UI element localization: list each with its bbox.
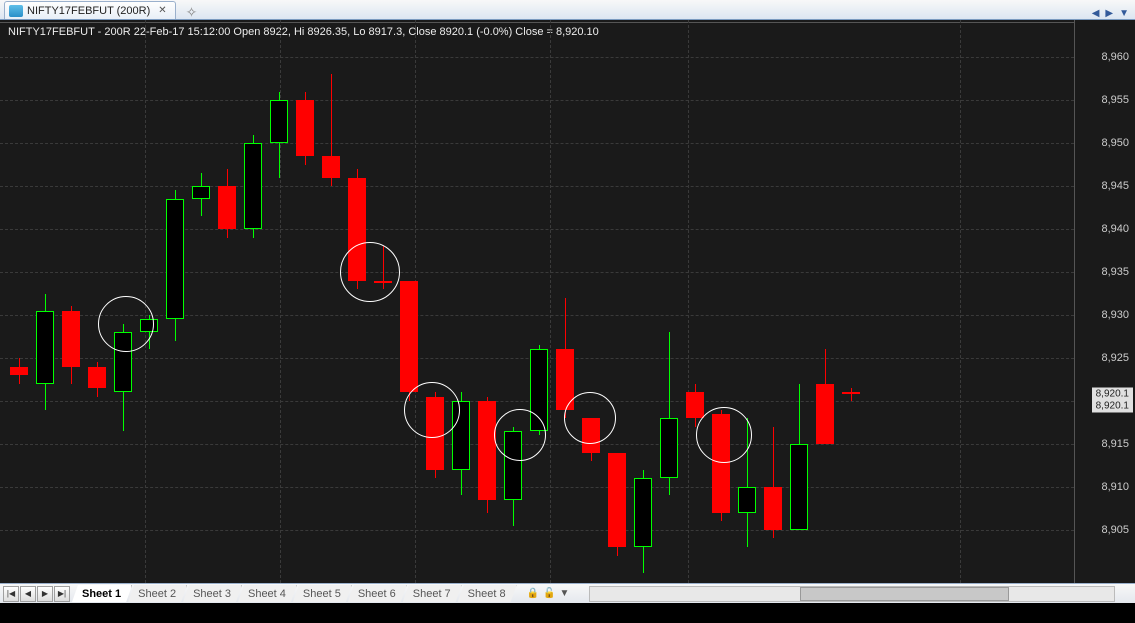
- sheet-nav: |◀◀▶▶|: [2, 586, 70, 602]
- candle: [608, 453, 626, 548]
- candle: [660, 418, 678, 478]
- tab-menu-icon[interactable]: ▼: [1119, 8, 1129, 19]
- sheet-tab[interactable]: Sheet 7: [403, 585, 462, 602]
- chart-tab[interactable]: NIFTY17FEBFUT (200R) ✕: [4, 1, 176, 19]
- sheet-nav-button[interactable]: ▶: [37, 586, 53, 602]
- sheet-tab[interactable]: Sheet 8: [458, 585, 517, 602]
- candle: [478, 401, 496, 500]
- y-tick-label: 8,960: [1101, 51, 1129, 63]
- candlestick-chart[interactable]: NIFTY17FEBFUT - 200R 22-Feb-17 15:12:00 …: [0, 20, 1075, 603]
- candle: [192, 186, 210, 199]
- annotation-circle: [340, 242, 400, 302]
- price-marker: 8,920.1: [1092, 400, 1133, 413]
- sheet-nav-button[interactable]: ◀: [20, 586, 36, 602]
- chart-icon: [9, 5, 23, 17]
- candle: [790, 444, 808, 530]
- candle: [686, 392, 704, 418]
- tab-next-icon[interactable]: ▶: [1105, 8, 1113, 19]
- candle: [764, 487, 782, 530]
- y-tick-label: 8,925: [1101, 352, 1129, 364]
- candle: [218, 186, 236, 229]
- candle: [296, 100, 314, 156]
- close-icon[interactable]: ✕: [154, 5, 166, 16]
- sheet-tab[interactable]: Sheet 6: [348, 585, 407, 602]
- y-tick-label: 8,940: [1101, 223, 1129, 235]
- candle: [842, 392, 860, 394]
- candle: [400, 281, 418, 393]
- annotation-circle: [494, 409, 546, 461]
- sheet-tab[interactable]: Sheet 5: [293, 585, 352, 602]
- candle: [88, 367, 106, 388]
- ohlc-info: NIFTY17FEBFUT - 200R 22-Feb-17 15:12:00 …: [8, 26, 599, 38]
- y-tick-label: 8,945: [1101, 180, 1129, 192]
- sheet-tab[interactable]: Sheet 1: [72, 585, 132, 602]
- chart-container: NIFTY17FEBFUT - 200R 22-Feb-17 15:12:00 …: [0, 20, 1135, 603]
- candle: [36, 311, 54, 384]
- sheet-tab[interactable]: Sheet 3: [183, 585, 242, 602]
- y-tick-label: 8,905: [1101, 524, 1129, 536]
- candle: [10, 367, 28, 376]
- sheet-tool-icon[interactable]: 🔒: [527, 588, 539, 599]
- scroll-thumb[interactable]: [800, 587, 1009, 601]
- sheet-nav-button[interactable]: ▶|: [54, 586, 70, 602]
- candle: [634, 478, 652, 547]
- sheet-tool-icon[interactable]: ▼: [560, 588, 570, 599]
- annotation-circle: [98, 296, 154, 352]
- y-tick-label: 8,935: [1101, 266, 1129, 278]
- y-tick-label: 8,915: [1101, 438, 1129, 450]
- sheet-tab[interactable]: Sheet 2: [128, 585, 187, 602]
- y-axis: 8,9058,9108,9158,9208,9258,9308,9358,940…: [1075, 20, 1135, 603]
- candle: [166, 199, 184, 319]
- tab-title: NIFTY17FEBFUT (200R): [27, 5, 150, 17]
- y-tick-label: 8,910: [1101, 481, 1129, 493]
- tab-prev-icon[interactable]: ◀: [1092, 8, 1100, 19]
- annotation-circle: [404, 382, 460, 438]
- sheet-icons: 🔒 🔓 ▼: [527, 588, 570, 599]
- candle: [816, 384, 834, 444]
- horizontal-scrollbar[interactable]: [589, 586, 1115, 602]
- annotation-circle: [696, 407, 752, 463]
- tab-nav: ◀ ▶ ▼: [1092, 8, 1135, 19]
- add-tab-button[interactable]: ✧: [182, 5, 202, 19]
- candle: [244, 143, 262, 229]
- sheet-bar: |◀◀▶▶| Sheet 1Sheet 2Sheet 3Sheet 4Sheet…: [0, 583, 1135, 603]
- tab-bar: NIFTY17FEBFUT (200R) ✕ ✧ ◀ ▶ ▼: [0, 0, 1135, 20]
- candle: [62, 311, 80, 367]
- sheet-tab[interactable]: Sheet 4: [238, 585, 297, 602]
- y-tick-label: 8,950: [1101, 137, 1129, 149]
- y-tick-label: 8,930: [1101, 309, 1129, 321]
- candle: [322, 156, 340, 177]
- sheet-tool-icon[interactable]: 🔓: [543, 588, 555, 599]
- candle: [738, 487, 756, 513]
- sheet-tabs: Sheet 1Sheet 2Sheet 3Sheet 4Sheet 5Sheet…: [76, 585, 517, 602]
- sheet-nav-button[interactable]: |◀: [3, 586, 19, 602]
- candle: [270, 100, 288, 143]
- y-tick-label: 8,955: [1101, 94, 1129, 106]
- annotation-circle: [564, 392, 616, 444]
